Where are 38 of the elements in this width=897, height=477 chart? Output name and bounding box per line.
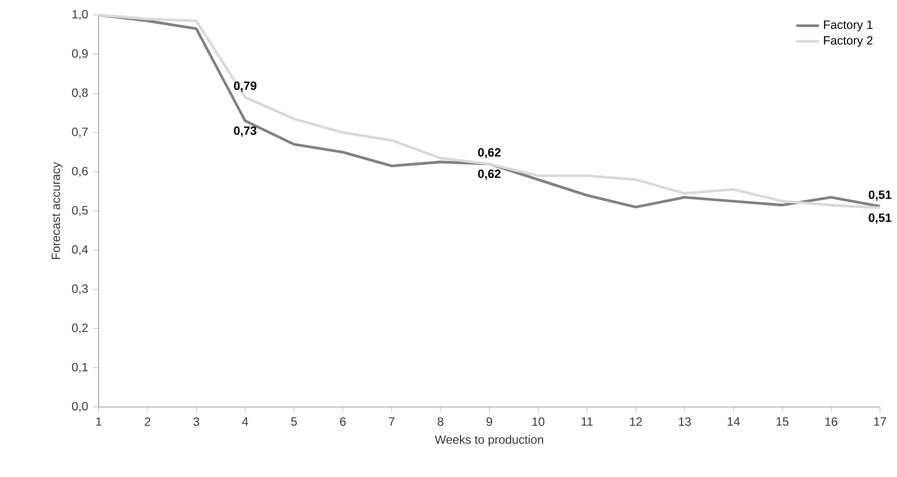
x-tick-label: 12: [630, 417, 642, 426]
data-label: 0,51: [868, 190, 892, 201]
y-tick-label: 0,1: [72, 362, 88, 373]
y-axis-title: Forecast accuracy: [52, 162, 62, 260]
data-label: 0,51: [868, 213, 892, 224]
y-tick-label: 0,4: [72, 245, 88, 256]
y-tick-label: 0,0: [72, 402, 88, 412]
data-label: 0,62: [478, 148, 501, 158]
x-tick-label: 1: [96, 417, 102, 426]
x-tick-label: 15: [776, 417, 788, 426]
y-tick-label: 0,5: [72, 206, 88, 216]
y-tick-label: 0,9: [72, 49, 88, 60]
x-tick-label: 6: [340, 417, 346, 426]
legend-label: Factory 2: [824, 36, 872, 48]
x-tick-label: 9: [486, 417, 492, 426]
x-axis-title: Weeks to production: [434, 435, 544, 446]
data-label: 0,79: [234, 81, 256, 92]
data-label: 0,62: [478, 170, 501, 180]
legend-label: Factory 1: [824, 20, 872, 32]
y-tick-label: 0,6: [72, 166, 88, 177]
x-tick-label: 3: [193, 417, 200, 426]
y-tick-label: 0,8: [72, 88, 88, 98]
x-tick-label: 7: [388, 417, 394, 426]
x-tick-label: 10: [532, 417, 544, 426]
x-tick-label: 8: [438, 417, 444, 426]
y-tick-label: 0,3: [72, 284, 88, 294]
x-tick-label: 11: [582, 417, 593, 426]
x-tick-label: 13: [678, 417, 691, 426]
y-tick-label: 0,7: [72, 128, 88, 138]
x-tick-label: 14: [728, 417, 740, 426]
x-tick-label: 5: [291, 417, 297, 426]
data-label: 0,73: [234, 126, 256, 137]
x-tick-label: 4: [242, 417, 248, 426]
y-tick-label: 0,2: [72, 324, 88, 334]
y-tick-label: 1,0: [72, 10, 88, 20]
x-tick-label: 16: [825, 417, 838, 426]
x-tick-label: 2: [144, 417, 150, 426]
x-tick-label: 17: [874, 417, 886, 426]
